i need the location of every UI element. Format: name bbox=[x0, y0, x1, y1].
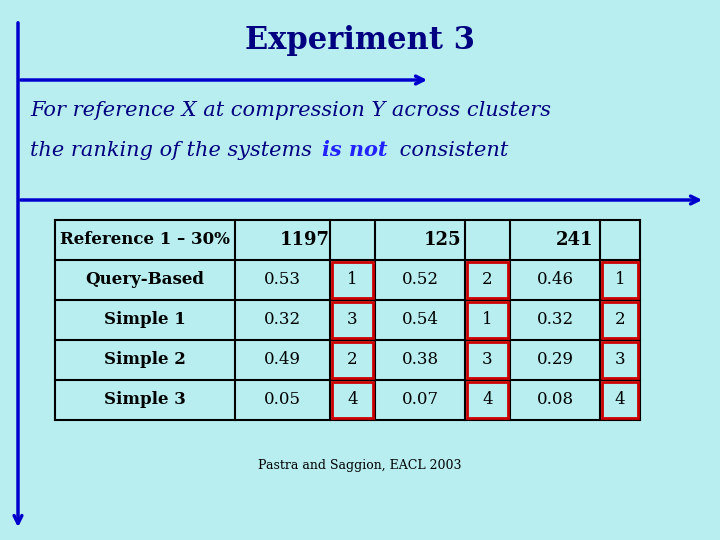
Text: 2: 2 bbox=[482, 272, 492, 288]
Text: the ranking of the systems: the ranking of the systems bbox=[30, 140, 319, 159]
Text: Simple 1: Simple 1 bbox=[104, 312, 186, 328]
Text: 0.32: 0.32 bbox=[264, 312, 301, 328]
Text: 3: 3 bbox=[482, 352, 492, 368]
Text: 0.08: 0.08 bbox=[536, 392, 574, 408]
Text: 125: 125 bbox=[423, 231, 462, 249]
Bar bbox=[467, 262, 508, 298]
Text: Pastra and Saggion, EACL 2003: Pastra and Saggion, EACL 2003 bbox=[258, 458, 462, 471]
Text: 0.54: 0.54 bbox=[402, 312, 438, 328]
Text: Reference 1 – 30%: Reference 1 – 30% bbox=[60, 232, 230, 248]
Text: Simple 3: Simple 3 bbox=[104, 392, 186, 408]
Bar bbox=[467, 342, 508, 378]
Text: 1: 1 bbox=[347, 272, 358, 288]
Text: 3: 3 bbox=[347, 312, 358, 328]
Text: 4: 4 bbox=[347, 392, 358, 408]
Text: 2: 2 bbox=[615, 312, 625, 328]
Bar bbox=[332, 382, 373, 418]
Text: For reference X at compression Y across clusters: For reference X at compression Y across … bbox=[30, 100, 551, 119]
Text: 1: 1 bbox=[482, 312, 492, 328]
Text: is not: is not bbox=[322, 140, 387, 160]
Bar bbox=[332, 262, 373, 298]
Text: 241: 241 bbox=[557, 231, 594, 249]
Text: consistent: consistent bbox=[393, 140, 508, 159]
Text: 0.07: 0.07 bbox=[402, 392, 438, 408]
Bar bbox=[602, 342, 638, 378]
Text: Query-Based: Query-Based bbox=[86, 272, 204, 288]
Bar bbox=[602, 262, 638, 298]
Text: 0.46: 0.46 bbox=[536, 272, 574, 288]
Bar bbox=[467, 382, 508, 418]
Text: 0.53: 0.53 bbox=[264, 272, 301, 288]
Bar bbox=[602, 382, 638, 418]
Text: 1197: 1197 bbox=[280, 231, 330, 249]
Text: 0.29: 0.29 bbox=[536, 352, 574, 368]
Text: 4: 4 bbox=[482, 392, 492, 408]
Text: 1: 1 bbox=[615, 272, 625, 288]
Text: 3: 3 bbox=[615, 352, 625, 368]
Text: 0.52: 0.52 bbox=[402, 272, 438, 288]
Bar bbox=[602, 302, 638, 338]
Bar bbox=[332, 302, 373, 338]
Text: Experiment 3: Experiment 3 bbox=[245, 24, 475, 56]
Text: 0.38: 0.38 bbox=[402, 352, 438, 368]
Text: 4: 4 bbox=[615, 392, 625, 408]
Bar bbox=[467, 302, 508, 338]
Text: 0.49: 0.49 bbox=[264, 352, 301, 368]
Text: Simple 2: Simple 2 bbox=[104, 352, 186, 368]
Bar bbox=[332, 342, 373, 378]
Bar bbox=[55, 220, 670, 420]
Text: 2: 2 bbox=[347, 352, 358, 368]
Text: 0.05: 0.05 bbox=[264, 392, 301, 408]
Text: 0.32: 0.32 bbox=[536, 312, 574, 328]
